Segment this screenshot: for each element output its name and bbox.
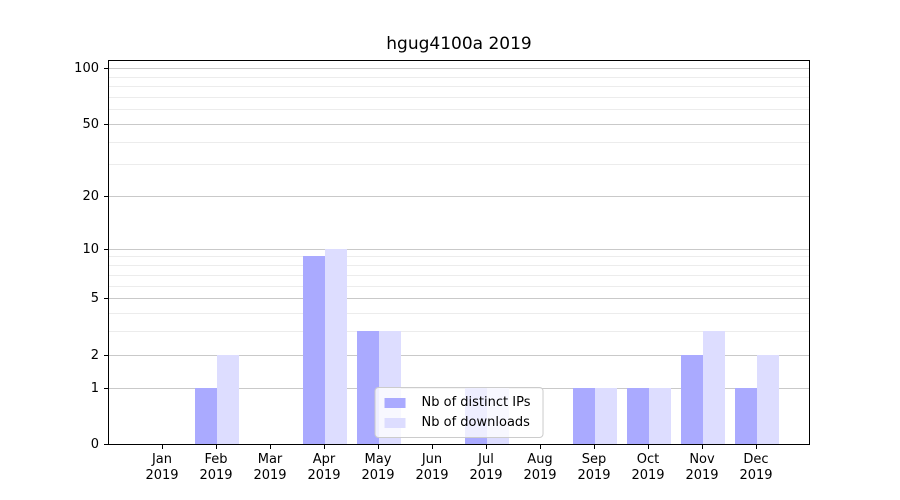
- x-tick-mark: [162, 445, 163, 449]
- legend: Nb of distinct IPs Nb of downloads: [374, 387, 544, 438]
- minor-gridline: [109, 164, 809, 166]
- x-tick-label: Apr 2019: [307, 452, 341, 483]
- bar: [357, 331, 379, 444]
- x-tick-mark: [324, 445, 325, 449]
- gridlines-layer: [109, 61, 809, 444]
- x-tick-mark: [270, 445, 271, 449]
- y-tick-label: 1: [90, 380, 99, 396]
- x-tick-mark: [756, 445, 757, 449]
- major-gridline: [109, 248, 809, 250]
- x-tick-label: Dec 2019: [739, 452, 773, 483]
- bar: [195, 387, 217, 444]
- x-tick-label: May 2019: [361, 452, 395, 483]
- bar: [595, 387, 617, 444]
- major-gridline: [109, 68, 809, 70]
- minor-gridline: [109, 265, 809, 267]
- bar: [735, 387, 757, 444]
- bars-layer: [109, 61, 809, 444]
- y-tick-mark: [104, 444, 108, 445]
- y-tick-label: 100: [74, 61, 99, 77]
- major-gridline: [109, 298, 809, 300]
- minor-gridline: [109, 256, 809, 258]
- x-tick-label: Aug 2019: [523, 452, 557, 483]
- y-tick-label: 5: [90, 291, 99, 307]
- bar: [757, 354, 779, 444]
- y-tick-mark: [104, 123, 108, 125]
- x-tick-label: Oct 2019: [631, 452, 665, 483]
- minor-gridline: [109, 109, 809, 111]
- y-tick-mark: [104, 387, 108, 389]
- minor-gridline: [109, 331, 809, 333]
- y-tick-label: 0: [90, 437, 99, 452]
- legend-swatch: [384, 417, 406, 428]
- y-tick-label: 10: [82, 241, 99, 257]
- y-tick-label: 2: [90, 347, 99, 363]
- x-tick-mark: [432, 445, 433, 449]
- y-tick-label: 20: [82, 189, 99, 205]
- major-gridline: [109, 123, 809, 125]
- x-tick-mark: [216, 445, 217, 449]
- minor-gridline: [109, 86, 809, 88]
- x-tick-mark: [648, 445, 649, 449]
- x-tick-mark: [702, 445, 703, 449]
- bar: [627, 387, 649, 444]
- x-tick-label: Nov 2019: [685, 452, 719, 483]
- minor-gridline: [109, 141, 809, 143]
- bar: [703, 331, 725, 444]
- legend-swatch: [384, 397, 406, 408]
- bar: [649, 387, 671, 444]
- minor-gridline: [109, 274, 809, 276]
- legend-entry: Nb of distinct IPs: [384, 395, 531, 410]
- minor-gridline: [109, 285, 809, 287]
- legend-label: Nb of downloads: [421, 415, 530, 430]
- bar: [681, 354, 703, 444]
- y-tick-mark: [104, 248, 108, 250]
- bar: [217, 354, 239, 444]
- minor-gridline: [109, 76, 809, 78]
- y-tick-mark: [104, 298, 108, 300]
- legend-label: Nb of distinct IPs: [421, 395, 531, 410]
- bar: [325, 248, 347, 444]
- plot-area: Nb of distinct IPs Nb of downloads: [108, 60, 810, 445]
- x-tick-label: Feb 2019: [199, 452, 233, 483]
- minor-gridline: [109, 96, 809, 98]
- x-tick-mark: [486, 445, 487, 449]
- minor-gridline: [109, 312, 809, 314]
- x-tick-label: Jan 2019: [145, 452, 179, 483]
- x-tick-label: Jul 2019: [469, 452, 503, 483]
- major-gridline: [109, 354, 809, 356]
- x-tick-label: Sep 2019: [577, 452, 611, 483]
- x-tick-mark: [378, 445, 379, 449]
- y-tick-mark: [104, 196, 108, 198]
- x-tick-mark: [594, 445, 595, 449]
- x-tick-label: Jun 2019: [415, 452, 449, 483]
- legend-entry: Nb of downloads: [384, 415, 531, 430]
- x-tick-label: Mar 2019: [253, 452, 287, 483]
- y-tick-label: 50: [82, 116, 99, 132]
- bar: [573, 387, 595, 444]
- chart-title: hgug4100a 2019: [386, 34, 532, 54]
- bar: [303, 256, 325, 444]
- y-tick-mark: [104, 68, 108, 70]
- y-tick-mark: [104, 354, 108, 356]
- major-gridline: [109, 196, 809, 198]
- x-tick-mark: [540, 445, 541, 449]
